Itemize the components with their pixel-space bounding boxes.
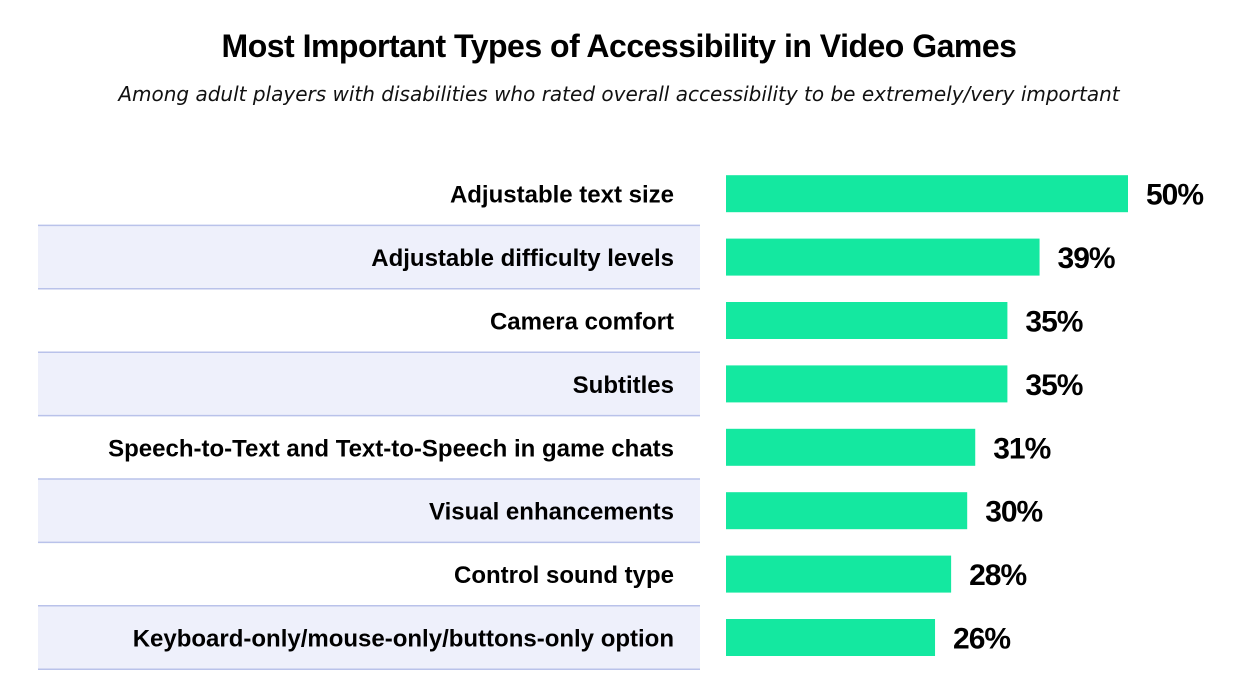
value-label: 35% xyxy=(1025,306,1082,339)
bar xyxy=(726,238,1040,276)
chart-title: Most Important Types of Accessibility in… xyxy=(221,28,1017,64)
value-label: 50% xyxy=(1146,179,1203,212)
bar xyxy=(726,428,976,466)
value-label: 26% xyxy=(953,623,1010,656)
value-label: 28% xyxy=(969,559,1026,592)
bars xyxy=(726,175,1128,656)
row-stripe xyxy=(38,352,700,416)
category-label: Keyboard-only/mouse-only/buttons-only op… xyxy=(133,626,674,653)
category-label: Control sound type xyxy=(454,562,674,589)
bar xyxy=(726,492,968,530)
bar xyxy=(726,555,952,593)
category-label: Subtitles xyxy=(573,372,674,399)
value-label: 39% xyxy=(1058,242,1115,275)
category-label: Adjustable text size xyxy=(450,182,674,209)
bar xyxy=(726,365,1008,403)
category-label: Speech-to-Text and Text-to-Speech in gam… xyxy=(108,435,674,462)
row-stripe xyxy=(38,479,700,543)
value-labels: 50% 39% 35% 35% 31% 30% 28% 26% xyxy=(953,179,1204,656)
category-label: Visual enhancements xyxy=(429,499,674,526)
value-label: 31% xyxy=(993,432,1050,465)
category-label: Adjustable difficulty levels xyxy=(371,245,674,272)
category-labels: Adjustable text size Adjustable difficult… xyxy=(108,182,674,653)
chart-subtitle: Among adult players with disabilities wh… xyxy=(118,82,1120,106)
bar xyxy=(726,175,1128,213)
row-stripe xyxy=(38,605,700,670)
value-label: 30% xyxy=(985,496,1042,529)
row-stripe xyxy=(38,225,700,289)
value-label: 35% xyxy=(1025,369,1082,402)
category-label: Camera comfort xyxy=(490,309,674,336)
row-stripes xyxy=(38,224,700,670)
bar xyxy=(726,619,936,656)
bar xyxy=(726,302,1008,339)
